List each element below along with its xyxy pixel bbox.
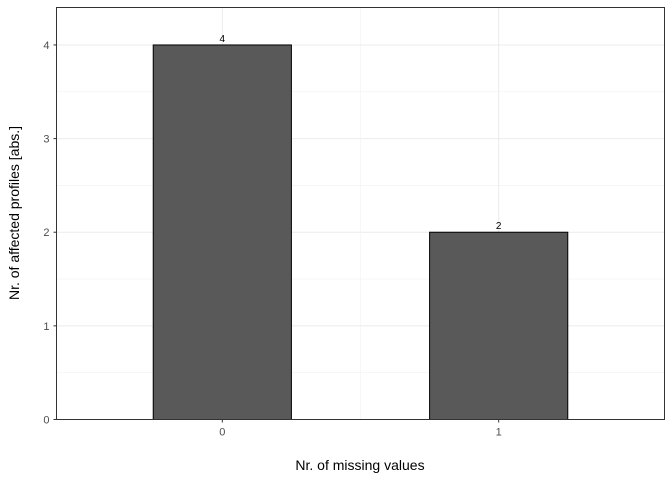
y-axis-label: Nr. of affected profiles [abs.] bbox=[6, 126, 22, 300]
x-tick-label: 0 bbox=[219, 427, 225, 439]
y-axis: 0 1 2 3 4 bbox=[43, 40, 57, 427]
data-label: 4 bbox=[220, 34, 226, 45]
data-label: 2 bbox=[496, 221, 502, 232]
panel-border bbox=[56, 7, 665, 420]
y-tick-label: 4 bbox=[43, 40, 49, 52]
bar-0 bbox=[152, 44, 292, 420]
y-tick-label: 1 bbox=[43, 321, 49, 333]
y-tick-label: 2 bbox=[43, 227, 49, 239]
x-axis-label: Nr. of missing values bbox=[295, 457, 424, 473]
y-tick-label: 3 bbox=[43, 134, 49, 146]
y-tick-label: 0 bbox=[43, 415, 49, 427]
gridlines bbox=[56, 7, 665, 420]
data-labels: 42 bbox=[220, 34, 502, 232]
bars bbox=[152, 44, 569, 420]
bar-1 bbox=[429, 231, 569, 420]
x-tick-label: 1 bbox=[496, 427, 502, 439]
